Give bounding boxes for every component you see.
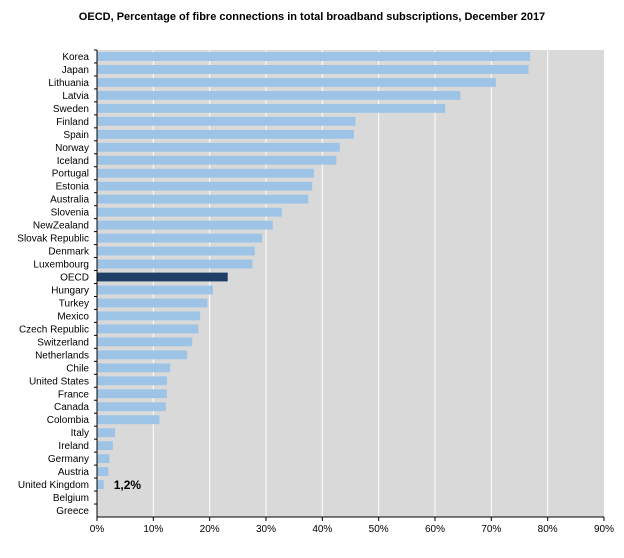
category-label: Lithuania	[48, 78, 89, 89]
x-tick-label: 60%	[425, 524, 445, 535]
category-label: Japan	[62, 65, 89, 76]
category-label: Portugal	[52, 169, 89, 180]
bar	[97, 142, 340, 152]
category-label: Italy	[71, 428, 89, 439]
x-tick-label: 10%	[143, 524, 163, 535]
bar	[97, 428, 116, 438]
data-label: 1,2%	[114, 478, 142, 492]
category-label: NewZealand	[33, 221, 89, 232]
category-label: Hungary	[51, 285, 89, 296]
bar	[97, 415, 160, 425]
bar	[97, 181, 313, 191]
x-tick-label: 90%	[594, 524, 614, 535]
category-label: Latvia	[62, 91, 89, 102]
bar	[97, 272, 228, 282]
x-tick-label: 50%	[369, 524, 389, 535]
category-label: Iceland	[57, 156, 89, 167]
category-label: Colombia	[47, 415, 90, 426]
x-tick-label: 30%	[256, 524, 276, 535]
bar	[97, 194, 309, 204]
category-label: Denmark	[48, 247, 90, 258]
bar	[97, 246, 255, 256]
category-label: United States	[29, 376, 89, 387]
category-label: Estonia	[56, 182, 90, 193]
bar	[97, 363, 171, 373]
category-label: Netherlands	[35, 350, 89, 361]
bar	[97, 467, 109, 477]
bar	[97, 311, 201, 321]
category-label: Chile	[66, 363, 89, 374]
bar	[97, 90, 461, 100]
category-label: Canada	[54, 402, 89, 413]
category-label: Spain	[63, 130, 89, 141]
bar	[97, 78, 496, 87]
category-label: Finland	[56, 117, 89, 128]
category-label: Belgium	[53, 493, 89, 504]
bar	[97, 52, 531, 61]
bar	[97, 116, 356, 126]
x-tick-label: 40%	[312, 524, 332, 535]
plot-area	[97, 50, 604, 517]
category-label: Sweden	[53, 104, 89, 115]
bar	[97, 285, 214, 295]
category-label: Slovak Republic	[17, 234, 89, 245]
bar	[97, 168, 314, 178]
bar	[97, 220, 273, 230]
bar	[97, 402, 166, 412]
category-label: Turkey	[59, 298, 89, 309]
category-label: Slovenia	[51, 208, 90, 219]
x-tick-label: 20%	[200, 524, 220, 535]
category-label: Germany	[48, 454, 89, 465]
bar	[97, 337, 193, 347]
x-tick-label: 0%	[90, 524, 105, 535]
category-label: United Kingdom	[18, 480, 89, 491]
bar	[97, 259, 253, 269]
category-label: OECD	[60, 273, 89, 284]
category-label: Greece	[56, 506, 89, 517]
bar	[97, 298, 208, 308]
category-label: Korea	[62, 52, 89, 63]
bar	[97, 480, 104, 489]
category-label: France	[58, 389, 90, 400]
x-tick-label: 80%	[538, 524, 558, 535]
bar	[97, 454, 110, 464]
bar	[97, 65, 529, 74]
bar	[97, 376, 167, 386]
category-label: Australia	[50, 195, 89, 206]
bar	[97, 233, 263, 243]
bar	[97, 441, 113, 451]
chart-title: OECD, Percentage of fibre connections in…	[78, 11, 546, 23]
bar	[97, 324, 199, 334]
bar	[97, 389, 167, 399]
bar	[97, 350, 188, 360]
category-label: Norway	[55, 143, 89, 154]
category-label: Ireland	[58, 441, 89, 452]
category-label: Austria	[58, 467, 90, 478]
x-tick-label: 70%	[481, 524, 501, 535]
bar	[97, 155, 337, 165]
bar	[97, 103, 446, 113]
category-label: Mexico	[57, 311, 89, 322]
category-label: Czech Republic	[19, 324, 89, 335]
category-label: Luxembourg	[33, 260, 89, 271]
bar	[97, 129, 354, 139]
bar	[97, 207, 282, 217]
category-label: Switzerland	[37, 337, 89, 348]
